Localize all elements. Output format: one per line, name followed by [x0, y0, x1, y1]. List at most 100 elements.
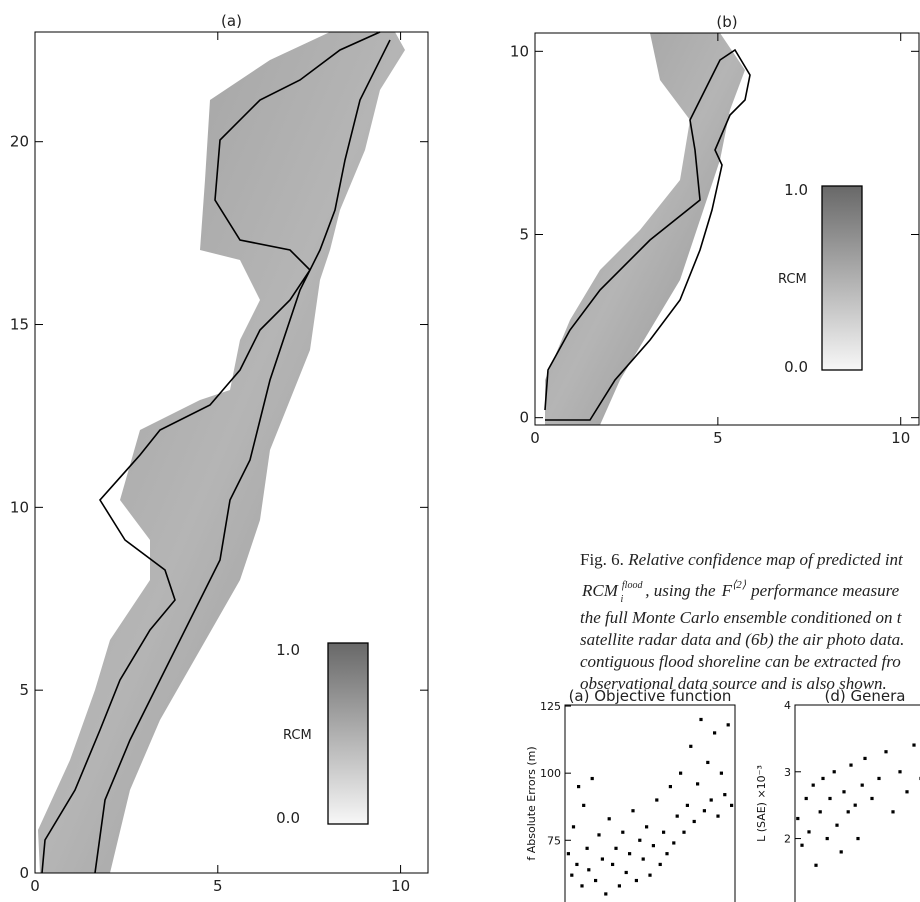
- y-tick-label: 5: [519, 225, 529, 243]
- y-tick-label: 10: [510, 42, 529, 60]
- y-tick-label: 10: [10, 498, 29, 516]
- scatter-point: [846, 810, 850, 814]
- scatter-point: [853, 803, 857, 807]
- fig-label: Fig. 6.: [580, 550, 624, 569]
- colorbar-label: 1.0: [784, 181, 808, 199]
- colorbar-label: RCM: [283, 728, 312, 743]
- axes-frame: [34, 31, 429, 874]
- caption-line: the full Monte Carlo ensemble conditione…: [580, 608, 903, 627]
- scatter-point: [891, 810, 895, 814]
- flood-shoreline: [544, 48, 751, 421]
- scatter-point: [634, 878, 638, 883]
- plot-title: (d) Genera: [825, 687, 906, 705]
- axes-frame: [794, 704, 920, 902]
- caption-line: satellite radar data and (6b) the air ph…: [580, 630, 904, 649]
- scatter-point: [658, 862, 662, 867]
- y-tick-label: 4: [784, 699, 791, 712]
- y-tick-label: 3: [784, 766, 791, 779]
- y-tick-label: 100: [540, 767, 561, 780]
- flood-shoreline: [41, 31, 391, 874]
- scatter-point: [849, 763, 853, 767]
- caption-text: RCM: [581, 581, 619, 600]
- scatter-point: [828, 796, 832, 801]
- scatter-point: [716, 814, 720, 818]
- caption-text: F: [721, 581, 733, 600]
- scatter-point: [631, 809, 635, 813]
- scatter-point: [699, 717, 703, 722]
- scatter-point: [839, 850, 843, 854]
- caption-text: ⟨2⟩: [732, 579, 747, 591]
- y-tick-label: 15: [10, 316, 29, 334]
- y-axis-label: L (SAE) ×10⁻³: [755, 765, 768, 842]
- scatter-point: [617, 884, 621, 888]
- scatter-point: [587, 868, 591, 872]
- scatter-point: [842, 790, 846, 794]
- y-tick-label: 125: [540, 700, 561, 713]
- y-tick-label: 2: [784, 833, 791, 846]
- y-tick-label: 0: [19, 864, 29, 882]
- scatter-point: [692, 819, 696, 824]
- scatter-point: [821, 776, 825, 781]
- scatter-point: [905, 790, 909, 794]
- scatter-point: [800, 843, 804, 847]
- scatter-point: [818, 810, 822, 814]
- scatter-point: [723, 793, 727, 797]
- scatter-point: [621, 830, 625, 834]
- scatter-point: [807, 830, 811, 834]
- colorbar-label: 0.0: [784, 358, 808, 376]
- scatter-point: [726, 723, 730, 727]
- scatter-point: [804, 796, 808, 801]
- scatter-point: [860, 783, 864, 787]
- caption-text: performance measure: [750, 581, 900, 600]
- x-tick-label: 0: [30, 877, 40, 895]
- scatter-point: [730, 803, 734, 807]
- scatter-point: [651, 844, 655, 848]
- scatter-point: [582, 803, 586, 807]
- x-tick-label: 10: [891, 429, 910, 447]
- scatter-point: [811, 783, 815, 787]
- scatter-point: [590, 776, 594, 781]
- flood-map: [545, 33, 745, 425]
- colorbar: [327, 642, 369, 825]
- scatter-point: [832, 770, 836, 774]
- scatter-point: [884, 750, 888, 754]
- x-tick-label: 10: [391, 877, 410, 895]
- scatter-point: [696, 782, 700, 786]
- caption-text: flood: [622, 580, 644, 591]
- scatter-point: [719, 771, 723, 775]
- scatter-point: [604, 892, 608, 896]
- x-tick-label: 5: [213, 877, 223, 895]
- scatter-point: [566, 852, 570, 856]
- caption-text: , using the: [645, 581, 716, 600]
- plot-title: (a) Objective function: [569, 687, 732, 705]
- scatter-point: [600, 857, 604, 861]
- scatter-point: [898, 770, 902, 774]
- x-tick-label: 0: [530, 429, 540, 447]
- x-tick-label: 5: [713, 429, 723, 447]
- scatter-point: [870, 796, 874, 801]
- caption-line: observational data source and is also sh…: [580, 674, 887, 693]
- scatter-point: [594, 878, 598, 883]
- scatter-point: [796, 816, 800, 821]
- caption-line: RCM flood i , using the F⟨2⟩ performance meas…: [581, 579, 900, 605]
- scatter-point: [825, 836, 829, 841]
- y-axis-label: f Absolute Errors (m): [525, 746, 538, 860]
- scatter-point: [645, 825, 649, 829]
- colorbar-label: 0.0: [276, 809, 300, 827]
- scatter-point: [638, 838, 642, 842]
- scatter-point: [682, 830, 686, 834]
- scatter-point: [611, 862, 615, 867]
- scatter-point: [912, 743, 916, 747]
- scatter-point: [706, 760, 710, 765]
- scatter-point: [648, 873, 652, 877]
- scatter-point: [597, 833, 601, 837]
- scatter-point: [856, 836, 860, 841]
- scatter-point: [702, 809, 706, 813]
- y-tick-label: 5: [19, 681, 29, 699]
- scatter-point: [580, 884, 584, 888]
- caption-line: contiguous flood shoreline can be extrac…: [580, 652, 901, 671]
- caption-text: i: [620, 594, 623, 605]
- scatter-point: [689, 744, 693, 748]
- panel-title: (b): [716, 13, 737, 31]
